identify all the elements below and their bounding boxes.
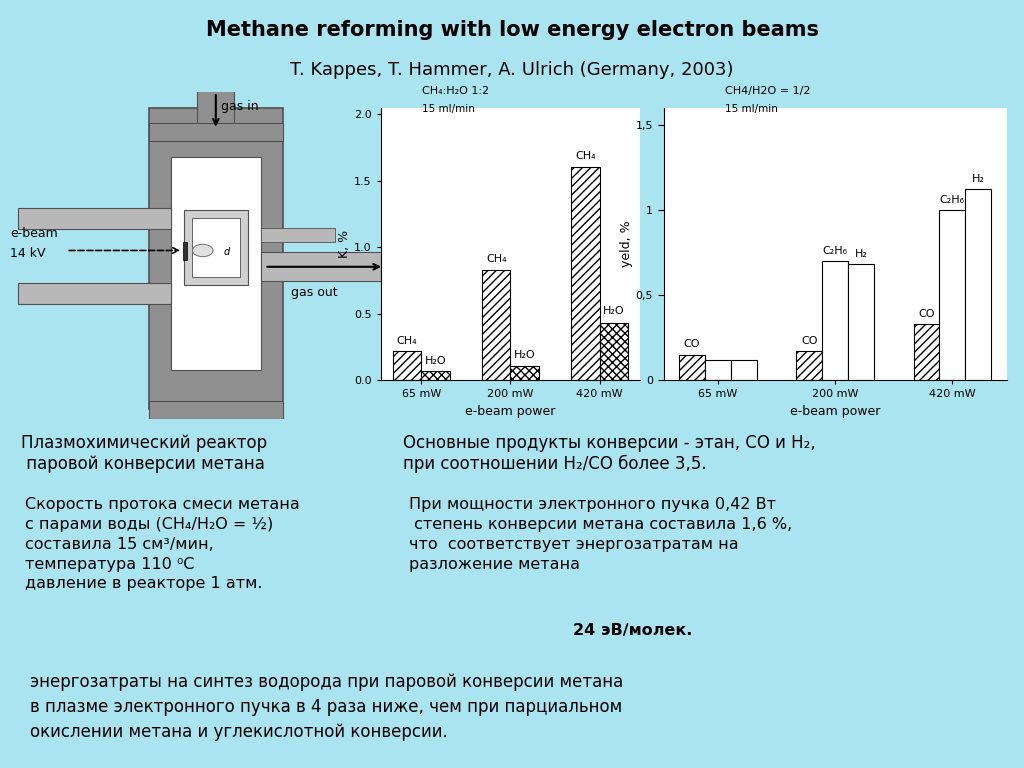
Bar bbox=[511, 366, 539, 380]
Text: CH₄:H₂O 1:2: CH₄:H₂O 1:2 bbox=[422, 86, 489, 96]
Text: C₂H₆: C₂H₆ bbox=[822, 246, 848, 256]
Text: CH₄: CH₄ bbox=[396, 336, 418, 346]
Bar bbox=[261, 252, 391, 282]
Bar bbox=[393, 351, 421, 380]
Bar bbox=[183, 243, 187, 260]
Text: 15 ml/min: 15 ml/min bbox=[725, 104, 778, 114]
Bar bbox=[797, 351, 822, 380]
Text: Основные продукты конверсии - этан, СО и Н₂,
при соотношении Н₂/СО более 3,5.: Основные продукты конверсии - этан, СО и… bbox=[402, 435, 816, 473]
Text: CO: CO bbox=[801, 336, 817, 346]
Bar bbox=[966, 190, 991, 380]
Text: CH4/H2O = 1/2: CH4/H2O = 1/2 bbox=[725, 86, 810, 96]
Y-axis label: yeld, %: yeld, % bbox=[620, 220, 633, 267]
Text: 14 kV: 14 kV bbox=[10, 247, 46, 260]
Text: H₂O: H₂O bbox=[425, 356, 446, 366]
Bar bbox=[421, 371, 450, 380]
Bar bbox=[191, 218, 240, 276]
Text: 24 эВ/молек.: 24 эВ/молек. bbox=[573, 623, 692, 637]
X-axis label: e-beam power: e-beam power bbox=[465, 405, 556, 418]
Text: CO: CO bbox=[684, 339, 700, 349]
Text: H₂O: H₂O bbox=[603, 306, 625, 316]
Y-axis label: K, %: K, % bbox=[338, 230, 351, 258]
Bar bbox=[184, 210, 248, 285]
Text: Methane reforming with low energy electron beams: Methane reforming with low energy electr… bbox=[206, 20, 818, 40]
Text: H₂: H₂ bbox=[854, 249, 867, 259]
Text: H₂: H₂ bbox=[972, 174, 984, 184]
Bar bbox=[17, 283, 171, 304]
Text: При мощности электронного пучка 0,42 Вт
 степень конверсии метана составила 1,6 : При мощности электронного пучка 0,42 Вт … bbox=[410, 497, 793, 571]
Text: H₂O: H₂O bbox=[514, 350, 536, 360]
Text: gas out: gas out bbox=[291, 286, 337, 300]
Bar bbox=[913, 324, 939, 380]
Ellipse shape bbox=[193, 244, 213, 257]
Text: Скорость протока смеси метана
с парами воды (СН₄/Н₂О = ½)
составила 15 см³/мин,
: Скорость протока смеси метана с парами в… bbox=[25, 497, 300, 591]
Text: e-beam: e-beam bbox=[10, 227, 58, 240]
Text: d: d bbox=[223, 247, 229, 257]
X-axis label: e-beam power: e-beam power bbox=[790, 405, 881, 418]
Bar bbox=[822, 261, 848, 380]
Bar bbox=[571, 167, 600, 380]
Text: T. Kappes, T. Hammer, A. Ulrich (Germany, 2003): T. Kappes, T. Hammer, A. Ulrich (Germany… bbox=[290, 61, 734, 79]
Bar bbox=[939, 210, 966, 380]
Bar bbox=[848, 264, 873, 380]
Text: C₂H₆: C₂H₆ bbox=[940, 194, 965, 204]
Text: CH₄: CH₄ bbox=[485, 254, 507, 264]
Bar bbox=[679, 355, 705, 380]
Bar bbox=[148, 401, 283, 419]
Bar bbox=[197, 82, 234, 131]
Bar bbox=[600, 323, 628, 380]
Text: gas in: gas in bbox=[221, 101, 259, 114]
Bar bbox=[261, 227, 336, 243]
Text: Плазмохимический реактор
 паровой конверсии метана: Плазмохимический реактор паровой конверс… bbox=[22, 435, 267, 473]
Bar bbox=[17, 208, 171, 229]
Bar bbox=[731, 359, 757, 380]
Bar bbox=[148, 123, 283, 141]
Bar bbox=[148, 108, 283, 409]
Bar bbox=[482, 270, 511, 380]
Text: 15 ml/min: 15 ml/min bbox=[422, 104, 475, 114]
Text: CO: CO bbox=[919, 309, 935, 319]
Bar bbox=[171, 157, 261, 369]
Bar bbox=[705, 359, 731, 380]
Text: CH₄: CH₄ bbox=[575, 151, 596, 161]
Text: энергозатраты на синтез водорода при паровой конверсии метана
в плазме электронн: энергозатраты на синтез водорода при пар… bbox=[31, 673, 624, 740]
